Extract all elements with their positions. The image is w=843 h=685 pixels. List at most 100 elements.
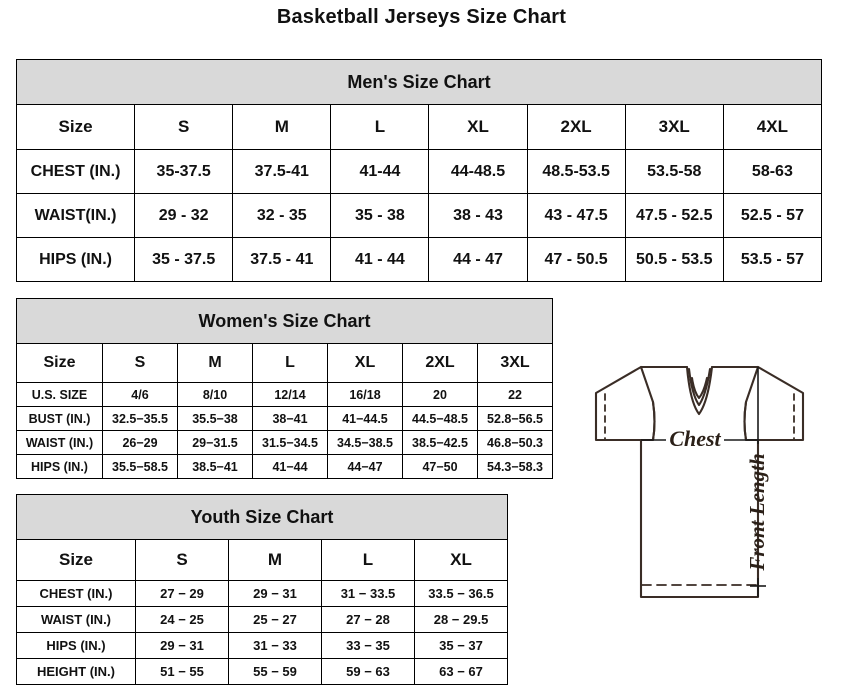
womens-us-size-2xl: 20 xyxy=(402,382,478,407)
womens-header-xl: XL xyxy=(327,343,403,383)
womens-bust-s: 32.5−35.5 xyxy=(102,406,178,431)
womens-hips-xl: 44−47 xyxy=(327,454,403,479)
mens-waist-3xl: 47.5 - 52.5 xyxy=(624,193,724,238)
youth-row-label-height: HEIGHT (IN.) xyxy=(16,658,136,685)
page-title: Basketball Jerseys Size Chart xyxy=(276,6,567,28)
youth-waist-m: 25 − 27 xyxy=(228,606,322,633)
table-row: WAIST (IN.) 24 − 25 25 − 27 27 − 28 28 −… xyxy=(16,606,509,633)
front-length-measure-label: Front Length xyxy=(745,453,769,571)
womens-waist-3xl: 46.8−50.3 xyxy=(476,430,554,455)
youth-chart-title-row: Youth Size Chart xyxy=(15,494,509,540)
mens-header-4xl: 4XL xyxy=(722,104,823,150)
youth-hips-s: 29 − 31 xyxy=(135,632,229,659)
mens-header-l: L xyxy=(330,104,430,150)
womens-waist-m: 29−31.5 xyxy=(177,430,253,455)
youth-waist-xl: 28 − 29.5 xyxy=(413,606,509,633)
mens-hips-l: 41 - 44 xyxy=(330,237,430,282)
table-row: CHEST (IN.) 35-37.5 37.5-41 41-44 44-48.… xyxy=(15,149,823,194)
womens-header-m: M xyxy=(177,343,253,383)
mens-waist-2xl: 43 - 47.5 xyxy=(526,193,626,238)
table-row: HIPS (IN.) 35.5−58.5 38.5−41 41−44 44−47… xyxy=(16,454,554,479)
table-row: WAIST(IN.) 29 - 32 32 - 35 35 - 38 38 - … xyxy=(15,193,823,238)
womens-waist-l: 31.5−34.5 xyxy=(252,430,328,455)
youth-size-chart-table: Youth Size Chart Size S M L XL CHEST (IN… xyxy=(15,494,509,685)
youth-chest-s: 27 − 29 xyxy=(135,580,229,607)
mens-waist-m: 32 - 35 xyxy=(232,193,332,238)
youth-header-s: S xyxy=(135,539,229,581)
mens-row-label-waist: WAIST(IN.) xyxy=(15,193,136,238)
mens-header-2xl: 2XL xyxy=(526,104,626,150)
mens-chest-l: 41-44 xyxy=(330,149,430,194)
mens-header-m: M xyxy=(232,104,332,150)
table-row: U.S. SIZE 4/6 8/10 12/14 16/18 20 22 xyxy=(16,382,554,407)
youth-header-xl: XL xyxy=(413,539,509,581)
womens-bust-2xl: 44.5−48.5 xyxy=(402,406,478,431)
chest-measure-label: Chest xyxy=(669,426,721,451)
womens-waist-xl: 34.5−38.5 xyxy=(327,430,403,455)
mens-row-label-hips: HIPS (IN.) xyxy=(15,237,136,282)
mens-hips-s: 35 - 37.5 xyxy=(134,237,234,282)
mens-hips-2xl: 47 - 50.5 xyxy=(526,237,626,282)
youth-row-label-hips: HIPS (IN.) xyxy=(16,632,136,659)
womens-hips-2xl: 47−50 xyxy=(402,454,478,479)
mens-header-3xl: 3XL xyxy=(624,104,724,150)
youth-height-l: 59 − 63 xyxy=(321,658,415,685)
youth-row-label-chest: CHEST (IN.) xyxy=(16,580,136,607)
womens-row-label-us-size: U.S. SIZE xyxy=(16,382,103,407)
mens-chest-4xl: 58-63 xyxy=(722,149,823,194)
mens-chart-header-row: Size S M L XL 2XL 3XL 4XL xyxy=(15,104,823,150)
table-row: CHEST (IN.) 27 − 29 29 − 31 31 − 33.5 33… xyxy=(16,580,509,607)
womens-bust-l: 38−41 xyxy=(252,406,328,431)
womens-bust-m: 35.5−38 xyxy=(177,406,253,431)
table-row: BUST (IN.) 32.5−35.5 35.5−38 38−41 41−44… xyxy=(16,406,554,431)
womens-row-label-waist: WAIST (IN.) xyxy=(16,430,103,455)
youth-hips-l: 33 − 35 xyxy=(321,632,415,659)
mens-hips-3xl: 50.5 - 53.5 xyxy=(624,237,724,282)
table-row: HIPS (IN.) 29 − 31 31 − 33 33 − 35 35 − … xyxy=(16,632,509,659)
womens-header-2xl: 2XL xyxy=(402,343,478,383)
youth-header-size: Size xyxy=(16,539,136,581)
mens-chest-xl: 44-48.5 xyxy=(428,149,528,194)
youth-chest-l: 31 − 33.5 xyxy=(321,580,415,607)
womens-row-label-bust: BUST (IN.) xyxy=(16,406,103,431)
youth-waist-l: 27 − 28 xyxy=(321,606,415,633)
womens-header-3xl: 3XL xyxy=(476,343,554,383)
youth-hips-m: 31 − 33 xyxy=(228,632,322,659)
womens-hips-m: 38.5−41 xyxy=(177,454,253,479)
mens-waist-xl: 38 - 43 xyxy=(428,193,528,238)
womens-waist-2xl: 38.5−42.5 xyxy=(402,430,478,455)
mens-chest-m: 37.5-41 xyxy=(232,149,332,194)
mens-header-xl: XL xyxy=(428,104,528,150)
womens-us-size-s: 4/6 xyxy=(102,382,178,407)
womens-bust-xl: 41−44.5 xyxy=(327,406,403,431)
womens-chart-header-row: Size S M L XL 2XL 3XL xyxy=(16,343,554,383)
womens-us-size-m: 8/10 xyxy=(177,382,253,407)
womens-chart-title: Women's Size Chart xyxy=(15,298,554,344)
youth-height-s: 51 − 55 xyxy=(135,658,229,685)
mens-hips-m: 37.5 - 41 xyxy=(232,237,332,282)
womens-hips-3xl: 54.3−58.3 xyxy=(476,454,554,479)
womens-header-l: L xyxy=(252,343,328,383)
mens-chest-3xl: 53.5-58 xyxy=(624,149,724,194)
mens-chart-title-row: Men's Size Chart xyxy=(16,59,822,105)
womens-hips-s: 35.5−58.5 xyxy=(102,454,178,479)
youth-header-m: M xyxy=(228,539,322,581)
womens-size-chart-table: Women's Size Chart Size S M L XL 2XL 3XL… xyxy=(15,298,554,479)
mens-waist-s: 29 - 32 xyxy=(134,193,234,238)
mens-header-size: Size xyxy=(15,104,136,150)
youth-hips-xl: 35 − 37 xyxy=(413,632,509,659)
mens-header-s: S xyxy=(134,104,234,150)
womens-header-size: Size xyxy=(16,343,103,383)
womens-header-s: S xyxy=(102,343,178,383)
youth-height-m: 55 − 59 xyxy=(228,658,322,685)
youth-waist-s: 24 − 25 xyxy=(135,606,229,633)
table-row: HEIGHT (IN.) 51 − 55 55 − 59 59 − 63 63 … xyxy=(16,658,509,685)
youth-header-l: L xyxy=(321,539,415,581)
womens-row-label-hips: HIPS (IN.) xyxy=(16,454,103,479)
womens-us-size-l: 12/14 xyxy=(252,382,328,407)
jersey-outline-icon xyxy=(594,365,805,599)
mens-size-chart-table: Men's Size Chart Size S M L XL 2XL 3XL 4… xyxy=(15,59,823,282)
womens-waist-s: 26−29 xyxy=(102,430,178,455)
jersey-measurement-diagram: Chest Front Length xyxy=(556,340,843,640)
mens-hips-xl: 44 - 47 xyxy=(428,237,528,282)
